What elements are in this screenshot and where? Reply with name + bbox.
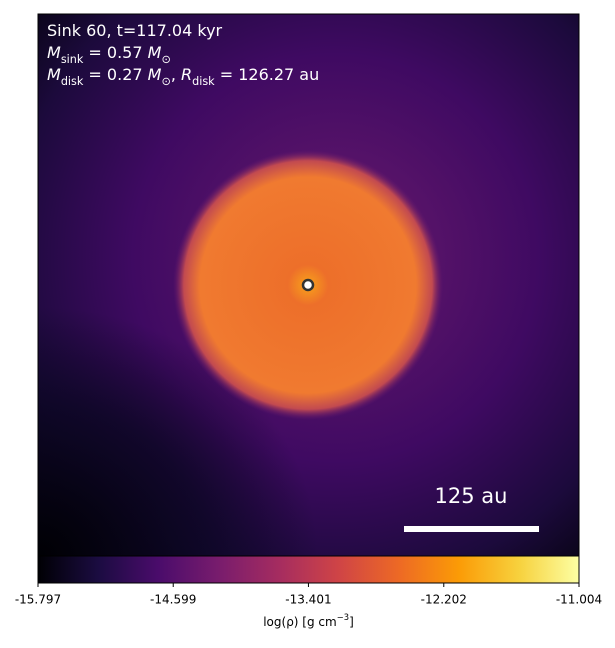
text-part: Sink 60, t=117.04 kyr bbox=[47, 21, 223, 40]
colorbar bbox=[37, 555, 580, 584]
rich-text: Msink = 0.57 M⊙ bbox=[47, 43, 171, 66]
text-part: M bbox=[148, 43, 162, 62]
sink bbox=[301, 278, 315, 292]
text-part: disk bbox=[61, 75, 84, 88]
text-part: M bbox=[148, 65, 162, 84]
tick-label: -14.599 bbox=[150, 593, 196, 607]
text-part: ] bbox=[349, 615, 354, 629]
text-part: , bbox=[171, 65, 181, 84]
text-part: ⊙ bbox=[161, 75, 170, 88]
rich-text: Sink 60, t=117.04 kyr bbox=[47, 21, 223, 40]
text-part: = 126.27 au bbox=[215, 65, 320, 84]
rich-text: log(ρ) [g cm−3] bbox=[263, 612, 354, 629]
text-part: −3 bbox=[337, 612, 349, 622]
density-image bbox=[38, 14, 579, 556]
text-part: ⊙ bbox=[161, 53, 170, 66]
tick-label: -12.202 bbox=[421, 593, 467, 607]
colorbar-axis: -15.797 -14.599 -13.401 -12.202 -11.004 log(ρ… bbox=[15, 583, 602, 629]
tick-label: -15.797 bbox=[15, 593, 61, 607]
text-part: = 0.57 bbox=[83, 43, 147, 62]
text-part: log(ρ) [g cm bbox=[263, 615, 337, 629]
rich-text: Mdisk = 0.27 M⊙, Rdisk = 126.27 au bbox=[47, 65, 319, 88]
text-part: disk bbox=[192, 75, 215, 88]
tick-label: -13.401 bbox=[285, 593, 331, 607]
scale-bar-label: 125 au bbox=[435, 484, 508, 508]
text-part: = 0.27 bbox=[83, 65, 147, 84]
text-part: R bbox=[181, 65, 192, 84]
text-part: M bbox=[47, 43, 61, 62]
text-part: sink bbox=[61, 53, 84, 66]
tick-label: -11.004 bbox=[556, 593, 602, 607]
text-part: M bbox=[47, 65, 61, 84]
